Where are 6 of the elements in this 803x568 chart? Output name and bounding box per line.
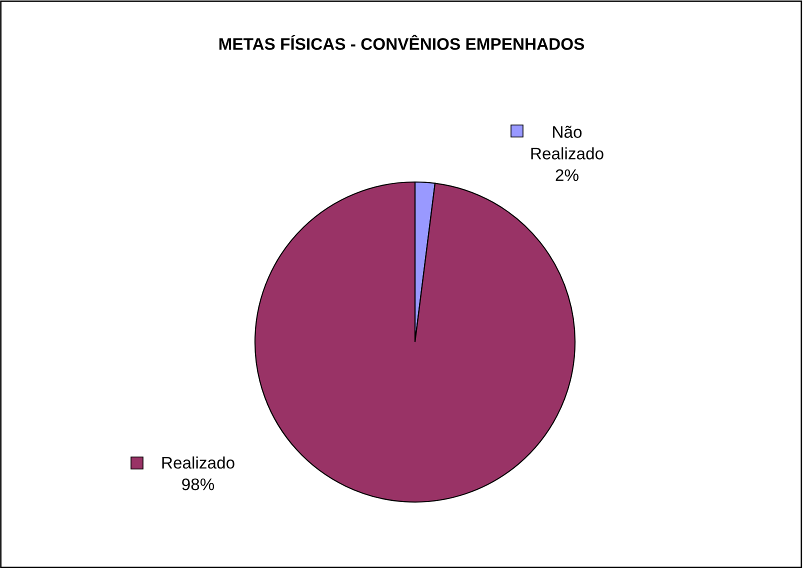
data-label: 98% (182, 478, 214, 490)
legend-label: Realizado (162, 456, 234, 469)
chart-title: METAS FÍSICAS - CONVÊNIOS EMPENHADOS (219, 34, 584, 50)
pie-slice (254, 181, 576, 503)
data-label: 2% (556, 169, 578, 181)
legend-label: Não Realizado (531, 126, 604, 160)
